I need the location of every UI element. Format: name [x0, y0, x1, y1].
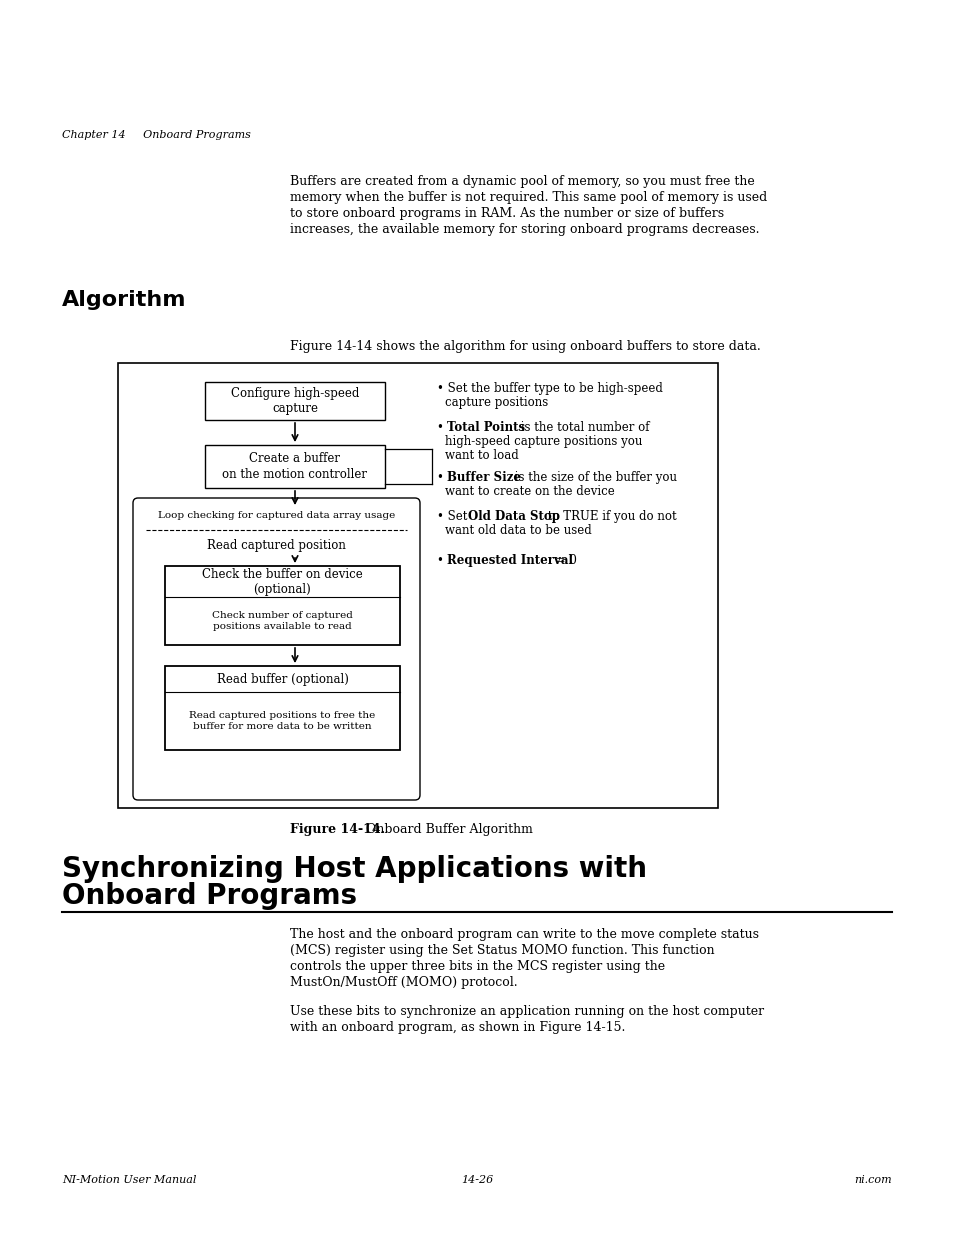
Text: Total Points: Total Points [447, 421, 525, 433]
Text: to TRUE if you do not: to TRUE if you do not [543, 510, 676, 522]
Bar [205, 445, 385, 488]
Text: NI-Motion User Manual: NI-Motion User Manual [62, 1174, 196, 1186]
Text: increases, the available memory for storing onboard programs decreases.: increases, the available memory for stor… [290, 224, 759, 236]
Text: Check number of captured
positions available to read: Check number of captured positions avail… [212, 611, 353, 631]
Bar [205, 382, 385, 420]
Bar [165, 666, 399, 750]
Text: Synchronizing Host Applications with: Synchronizing Host Applications with [62, 855, 646, 883]
Text: Figure 14-14 shows the algorithm for using onboard buffers to store data.: Figure 14-14 shows the algorithm for usi… [290, 340, 760, 353]
Bar [118, 363, 718, 808]
Text: Old Data Stop: Old Data Stop [468, 510, 559, 522]
Text: = 0: = 0 [551, 555, 576, 567]
Text: high-speed capture positions you: high-speed capture positions you [444, 435, 641, 448]
Text: want to create on the device: want to create on the device [444, 485, 614, 498]
Text: memory when the buffer is not required. This same pool of memory is used: memory when the buffer is not required. … [290, 191, 766, 204]
Text: Buffer Size: Buffer Size [447, 471, 521, 484]
Text: Check the buffer on device
(optional): Check the buffer on device (optional) [202, 568, 362, 595]
Text: Algorithm: Algorithm [62, 290, 186, 310]
Text: Read buffer (optional): Read buffer (optional) [216, 673, 348, 685]
Text: Configure high-speed
capture: Configure high-speed capture [231, 387, 359, 415]
Text: 14-26: 14-26 [460, 1174, 493, 1186]
Text: with an onboard program, as shown in Figure 14-15.: with an onboard program, as shown in Fig… [290, 1021, 625, 1034]
Text: is the size of the buffer you: is the size of the buffer you [511, 471, 677, 484]
Text: Requested Interval: Requested Interval [447, 555, 573, 567]
Text: controls the upper three bits in the MCS register using the: controls the upper three bits in the MCS… [290, 960, 664, 973]
Text: • Set: • Set [436, 510, 471, 522]
Text: Buffers are created from a dynamic pool of memory, so you must free the: Buffers are created from a dynamic pool … [290, 175, 754, 188]
Text: to store onboard programs in RAM. As the number or size of buffers: to store onboard programs in RAM. As the… [290, 207, 723, 220]
FancyBboxPatch shape [132, 498, 419, 800]
Text: capture positions: capture positions [444, 396, 548, 409]
Text: want old data to be used: want old data to be used [444, 524, 591, 537]
Text: Read captured positions to free the
buffer for more data to be written: Read captured positions to free the buff… [190, 711, 375, 731]
Text: •: • [436, 555, 447, 567]
Text: (MCS) register using the Set Status MOMO function. This function: (MCS) register using the Set Status MOMO… [290, 944, 714, 957]
Bar [165, 566, 399, 645]
Text: Loop checking for captured data array usage: Loop checking for captured data array us… [157, 511, 395, 520]
Text: Create a buffer
on the motion controller: Create a buffer on the motion controller [222, 452, 367, 480]
Text: The host and the onboard program can write to the move complete status: The host and the onboard program can wri… [290, 927, 759, 941]
Text: •: • [436, 471, 447, 484]
Text: Read captured position: Read captured position [207, 538, 346, 552]
Text: Onboard Buffer Algorithm: Onboard Buffer Algorithm [357, 823, 533, 836]
Text: want to load: want to load [444, 450, 518, 462]
Text: is the total number of: is the total number of [517, 421, 649, 433]
Text: ni.com: ni.com [854, 1174, 891, 1186]
Text: •: • [436, 421, 447, 433]
Text: Chapter 14     Onboard Programs: Chapter 14 Onboard Programs [62, 130, 251, 140]
Text: Use these bits to synchronize an application running on the host computer: Use these bits to synchronize an applica… [290, 1005, 763, 1018]
Text: • Set the buffer type to be high-speed: • Set the buffer type to be high-speed [436, 382, 662, 395]
Text: Figure 14-14.: Figure 14-14. [290, 823, 385, 836]
Text: MustOn/MustOff (MOMO) protocol.: MustOn/MustOff (MOMO) protocol. [290, 976, 517, 989]
Text: Onboard Programs: Onboard Programs [62, 882, 356, 910]
